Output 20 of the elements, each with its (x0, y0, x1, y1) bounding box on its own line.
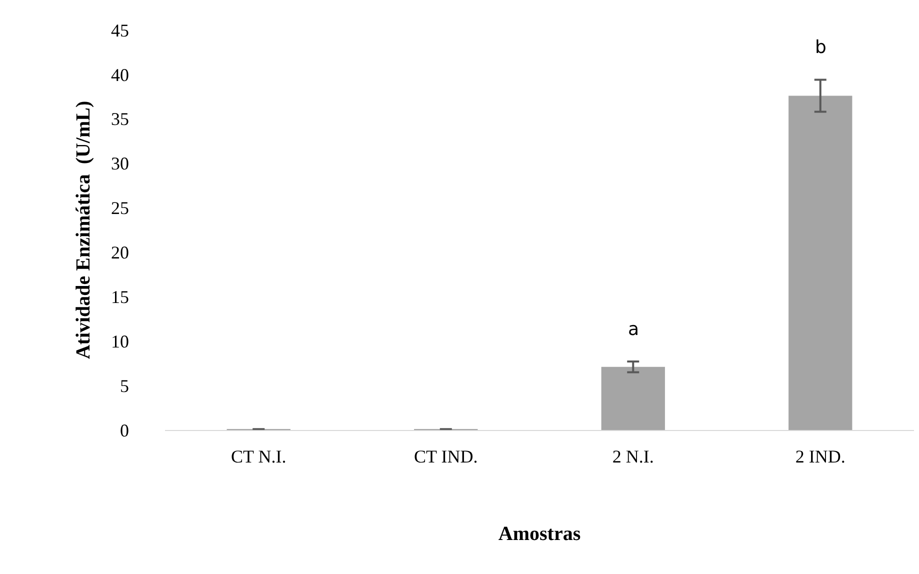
y-tick-label: 40 (111, 64, 129, 85)
bar (601, 366, 665, 430)
x-tick-label: 2 N.I. (612, 446, 654, 467)
y-tick-label: 45 (111, 20, 129, 40)
y-axis-title: Atividade Enzimática (U/mL) (72, 100, 94, 360)
y-tick-label: 10 (111, 331, 129, 352)
y-tick-label: 0 (120, 420, 129, 440)
bar (788, 96, 852, 430)
y-tick-label: 30 (111, 154, 129, 174)
x-tick-label: CT IND. (414, 446, 478, 467)
y-tick-label: 35 (111, 109, 129, 130)
x-axis-title: Amostras (498, 523, 581, 546)
annotation: a (628, 319, 640, 340)
x-tick-label: CT N.I. (231, 446, 286, 467)
y-tick-label: 15 (111, 286, 129, 307)
y-tick-label: 25 (111, 198, 129, 218)
y-tick-label: 20 (111, 242, 129, 263)
y-tick-label: 5 (120, 376, 129, 396)
annotation: b (815, 37, 826, 58)
x-tick-label: 2 IND. (795, 446, 846, 467)
